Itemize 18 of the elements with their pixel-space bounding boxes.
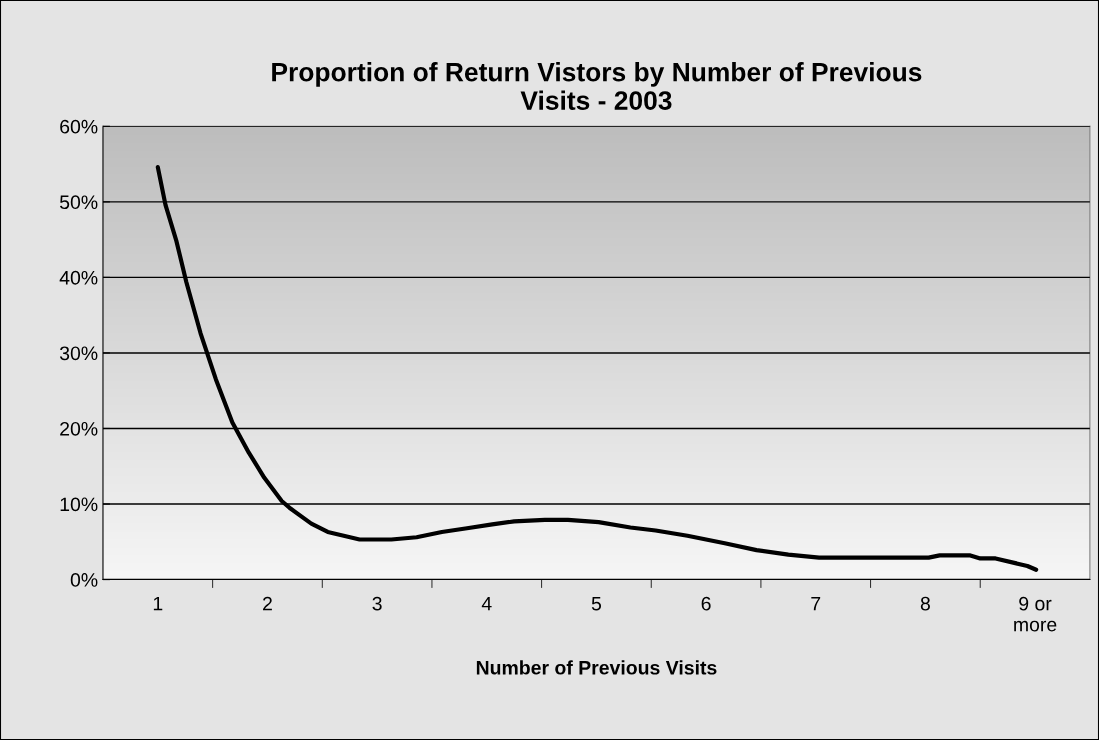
y-tick-label: 0% [70, 573, 98, 587]
x-tick-label: 9 or more [1014, 596, 1057, 632]
chart-title: Proportion of Return Vistors by Number of Previous Visits - 2003 [272, 62, 922, 110]
y-tick-label: 60% [60, 119, 98, 134]
x-tick-label: 5 [591, 596, 602, 611]
x-tick-label: 7 [811, 596, 821, 611]
y-tick-label: 50% [59, 195, 98, 210]
x-tick-label: 4 [481, 596, 492, 611]
x-tick-label: 2 [263, 596, 272, 611]
x-axis-title: Number of Previous Visits [476, 660, 717, 675]
y-tick-label: 30% [59, 346, 98, 361]
y-tick-label: 10% [60, 497, 98, 512]
x-tick-label: 3 [372, 596, 382, 611]
x-tick-label: 6 [701, 596, 711, 611]
y-tick-label: 40% [59, 270, 98, 285]
x-tick-label: 8 [920, 596, 930, 611]
x-tick-label: 1 [153, 596, 163, 611]
y-tick-label: 20% [60, 421, 98, 436]
